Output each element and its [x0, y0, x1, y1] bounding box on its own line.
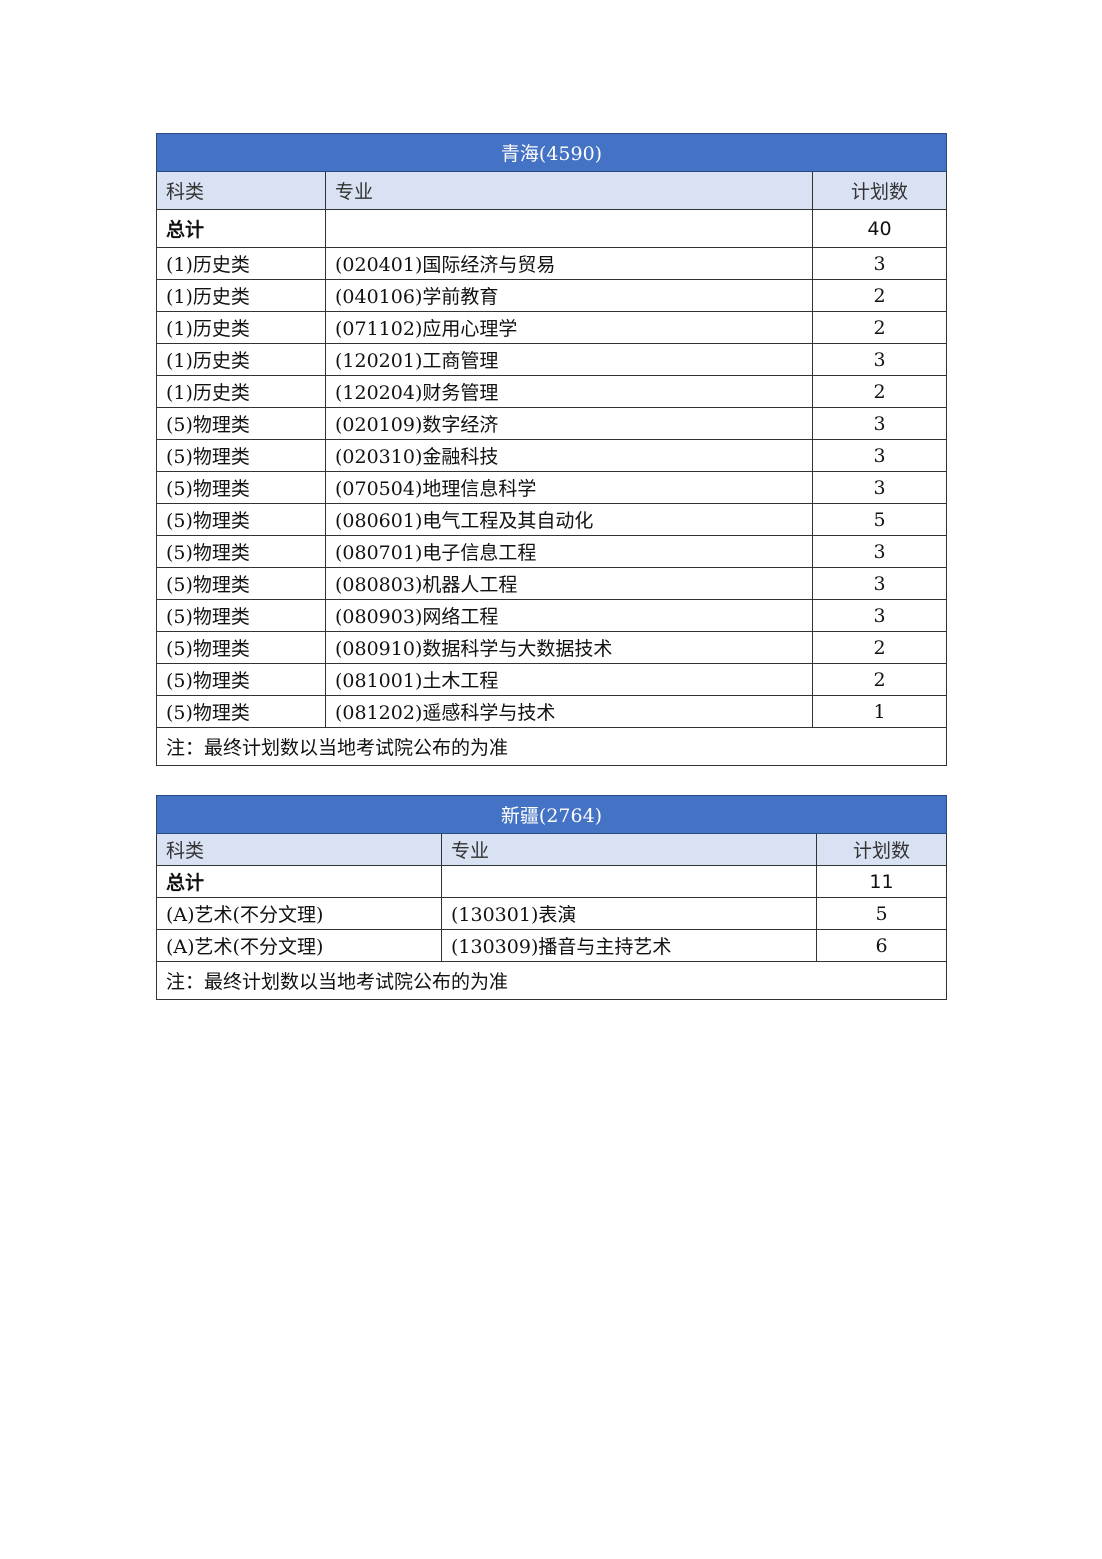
table-row: (5)物理类 (020310)金融科技 3 [156, 439, 947, 472]
major-cell: (080910)数据科学与大数据技术 [325, 631, 813, 664]
plan-count-cell: 6 [816, 929, 947, 962]
table-row: (5)物理类 (081001)土木工程 2 [156, 663, 947, 696]
table-title-row: 新疆(2764) [156, 795, 947, 834]
category-cell: (A)艺术(不分文理) [156, 929, 442, 962]
category-cell: (5)物理类 [156, 471, 326, 504]
column-header-category: 科类 [156, 171, 326, 210]
table-title: 新疆(2764) [156, 795, 947, 834]
table-row: (1)历史类 (120204)财务管理 2 [156, 375, 947, 408]
major-cell: (080903)网络工程 [325, 599, 813, 632]
category-cell: (A)艺术(不分文理) [156, 897, 442, 930]
table-row: (5)物理类 (070504)地理信息科学 3 [156, 471, 947, 504]
major-cell: (130301)表演 [441, 897, 817, 930]
table-row: (5)物理类 (081202)遥感科学与技术 1 [156, 695, 947, 728]
category-cell: (5)物理类 [156, 439, 326, 472]
table-row: (1)历史类 (071102)应用心理学 2 [156, 311, 947, 344]
column-header-row: 科类 专业 计划数 [156, 833, 947, 866]
plan-count-cell: 2 [812, 311, 947, 344]
note-row: 注：最终计划数以当地考试院公布的为准 [156, 961, 947, 1000]
table-row: (1)历史类 (040106)学前教育 2 [156, 279, 947, 312]
major-cell: (120204)财务管理 [325, 375, 813, 408]
major-cell: (081001)土木工程 [325, 663, 813, 696]
category-cell: (5)物理类 [156, 567, 326, 600]
table-row: (A)艺术(不分文理) (130309)播音与主持艺术 6 [156, 929, 947, 962]
plan-count-cell: 3 [812, 343, 947, 376]
major-cell: (020310)金融科技 [325, 439, 813, 472]
table-row: (1)历史类 (120201)工商管理 3 [156, 343, 947, 376]
plan-count-cell: 2 [812, 663, 947, 696]
table-row: (5)物理类 (080601)电气工程及其自动化 5 [156, 503, 947, 536]
total-label: 总计 [156, 209, 326, 248]
qinghai-plan-table: 青海(4590) 科类 专业 计划数 总计 40 (1)历史类 (020401)国际经济与贸易… [156, 133, 947, 766]
category-cell: (5)物理类 [156, 695, 326, 728]
empty-cell [325, 209, 813, 248]
note-row: 注：最终计划数以当地考试院公布的为准 [156, 727, 947, 766]
total-value: 40 [812, 209, 947, 248]
table-row: (1)历史类 (020401)国际经济与贸易 3 [156, 247, 947, 280]
major-cell: (120201)工商管理 [325, 343, 813, 376]
category-cell: (5)物理类 [156, 407, 326, 440]
major-cell: (040106)学前教育 [325, 279, 813, 312]
major-cell: (071102)应用心理学 [325, 311, 813, 344]
total-row: 总计 40 [156, 209, 947, 248]
major-cell: (020401)国际经济与贸易 [325, 247, 813, 280]
note-text: 注：最终计划数以当地考试院公布的为准 [156, 961, 947, 1000]
major-cell: (080701)电子信息工程 [325, 535, 813, 568]
category-cell: (1)历史类 [156, 375, 326, 408]
table-row: (5)物理类 (080701)电子信息工程 3 [156, 535, 947, 568]
major-cell: (130309)播音与主持艺术 [441, 929, 817, 962]
plan-count-cell: 1 [812, 695, 947, 728]
category-cell: (5)物理类 [156, 663, 326, 696]
plan-count-cell: 3 [812, 471, 947, 504]
column-header-major: 专业 [441, 833, 817, 866]
plan-count-cell: 2 [812, 631, 947, 664]
category-cell: (1)历史类 [156, 279, 326, 312]
category-cell: (5)物理类 [156, 503, 326, 536]
plan-count-cell: 5 [816, 897, 947, 930]
plan-count-cell: 3 [812, 439, 947, 472]
total-value: 11 [816, 865, 947, 898]
plan-count-cell: 3 [812, 407, 947, 440]
plan-count-cell: 2 [812, 375, 947, 408]
category-cell: (1)历史类 [156, 311, 326, 344]
note-text: 注：最终计划数以当地考试院公布的为准 [156, 727, 947, 766]
category-cell: (5)物理类 [156, 631, 326, 664]
major-cell: (080601)电气工程及其自动化 [325, 503, 813, 536]
table-title-row: 青海(4590) [156, 133, 947, 172]
table-row: (5)物理类 (080910)数据科学与大数据技术 2 [156, 631, 947, 664]
category-cell: (5)物理类 [156, 535, 326, 568]
column-header-plan-count: 计划数 [812, 171, 947, 210]
xinjiang-plan-table: 新疆(2764) 科类 专业 计划数 总计 11 (A)艺术(不分文理) (130301)表演… [156, 795, 947, 1000]
table-title: 青海(4590) [156, 133, 947, 172]
major-cell: (020109)数字经济 [325, 407, 813, 440]
plan-count-cell: 5 [812, 503, 947, 536]
column-header-plan-count: 计划数 [816, 833, 947, 866]
table-row: (A)艺术(不分文理) (130301)表演 5 [156, 897, 947, 930]
major-cell: (080803)机器人工程 [325, 567, 813, 600]
table-row: (5)物理类 (080803)机器人工程 3 [156, 567, 947, 600]
category-cell: (1)历史类 [156, 343, 326, 376]
plan-count-cell: 2 [812, 279, 947, 312]
column-header-row: 科类 专业 计划数 [156, 171, 947, 210]
empty-cell [441, 865, 817, 898]
plan-count-cell: 3 [812, 247, 947, 280]
plan-count-cell: 3 [812, 535, 947, 568]
column-header-category: 科类 [156, 833, 442, 866]
plan-count-cell: 3 [812, 599, 947, 632]
plan-count-cell: 3 [812, 567, 947, 600]
column-header-major: 专业 [325, 171, 813, 210]
table-row: (5)物理类 (080903)网络工程 3 [156, 599, 947, 632]
category-cell: (5)物理类 [156, 599, 326, 632]
total-row: 总计 11 [156, 865, 947, 898]
major-cell: (081202)遥感科学与技术 [325, 695, 813, 728]
total-label: 总计 [156, 865, 442, 898]
major-cell: (070504)地理信息科学 [325, 471, 813, 504]
table-row: (5)物理类 (020109)数字经济 3 [156, 407, 947, 440]
category-cell: (1)历史类 [156, 247, 326, 280]
